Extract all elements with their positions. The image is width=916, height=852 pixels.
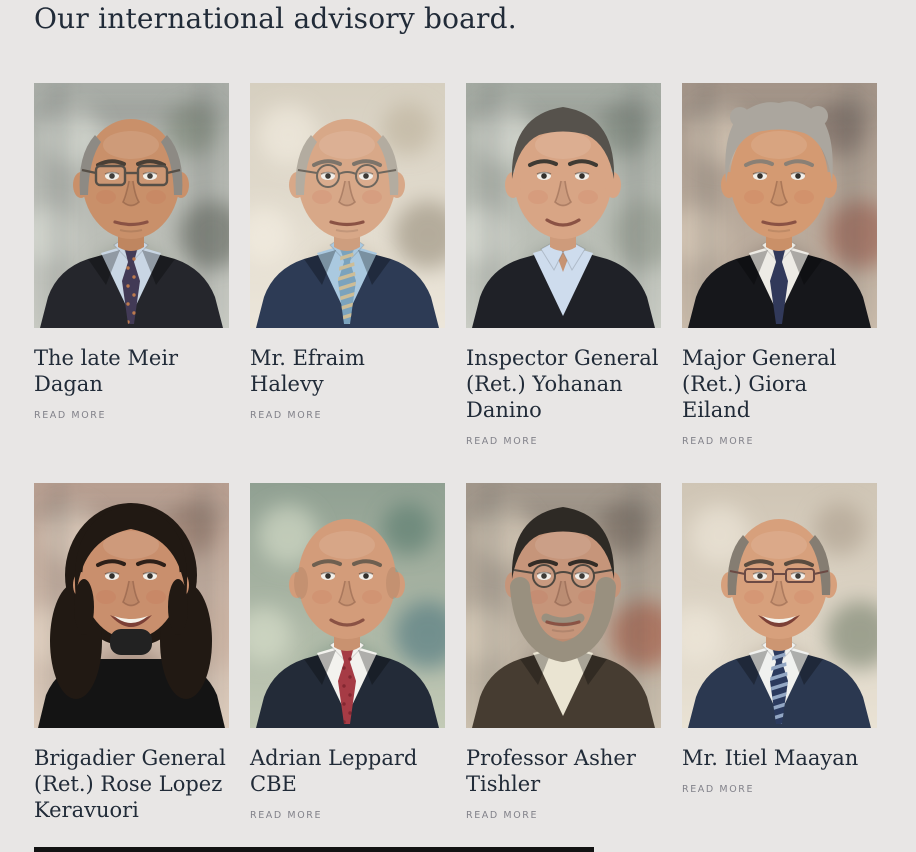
board-member-card: The late Meir Dagan READ MORE: [34, 83, 229, 483]
board-member-card: Inspector General (Ret.) Yohanan Danino …: [466, 83, 661, 483]
member-photo[interactable]: [466, 483, 661, 728]
page-title: Our international advisory board.: [34, 2, 517, 35]
member-name: Inspector General (Ret.) Yohanan Danino: [466, 346, 659, 422]
read-more-link[interactable]: READ MORE: [682, 436, 755, 447]
member-name: Brigadier General (Ret.) Rose Lopez Kera…: [34, 746, 226, 822]
board-member-card: Brigadier General (Ret.) Rose Lopez Kera…: [34, 483, 229, 852]
member-photo[interactable]: [250, 83, 445, 328]
member-name: Major General (Ret.) Giora Eiland: [682, 346, 837, 422]
member-name: The late Meir Dagan: [34, 346, 179, 396]
member-photo[interactable]: [34, 83, 229, 328]
board-member-card: Mr. Efraim Halevy READ MORE: [250, 83, 445, 483]
member-photo[interactable]: [682, 483, 877, 728]
read-more-link[interactable]: READ MORE: [466, 810, 539, 821]
member-photo[interactable]: [466, 83, 661, 328]
member-name: Mr. Efraim Halevy: [250, 346, 365, 396]
read-more-link[interactable]: READ MORE: [250, 810, 323, 821]
next-section-top-edge: [34, 847, 594, 852]
member-photo[interactable]: [682, 83, 877, 328]
member-name: Mr. Itiel Maayan: [682, 746, 859, 770]
member-photo[interactable]: [250, 483, 445, 728]
member-name: Professor Asher Tishler: [466, 746, 636, 796]
read-more-link[interactable]: READ MORE: [466, 436, 539, 447]
read-more-link[interactable]: READ MORE: [34, 410, 107, 421]
board-member-card: Major General (Ret.) Giora Eiland READ M…: [682, 83, 877, 483]
read-more-link[interactable]: READ MORE: [250, 410, 323, 421]
board-member-card: Adrian Leppard CBE READ MORE: [250, 483, 445, 852]
board-members-grid: The late Meir Dagan READ MORE Mr. Efraim…: [34, 83, 877, 852]
read-more-link[interactable]: READ MORE: [682, 784, 755, 795]
board-member-card: Mr. Itiel Maayan READ MORE: [682, 483, 877, 852]
member-photo[interactable]: [34, 483, 229, 728]
board-member-card: Professor Asher Tishler READ MORE: [466, 483, 661, 852]
member-name: Adrian Leppard CBE: [250, 746, 418, 796]
